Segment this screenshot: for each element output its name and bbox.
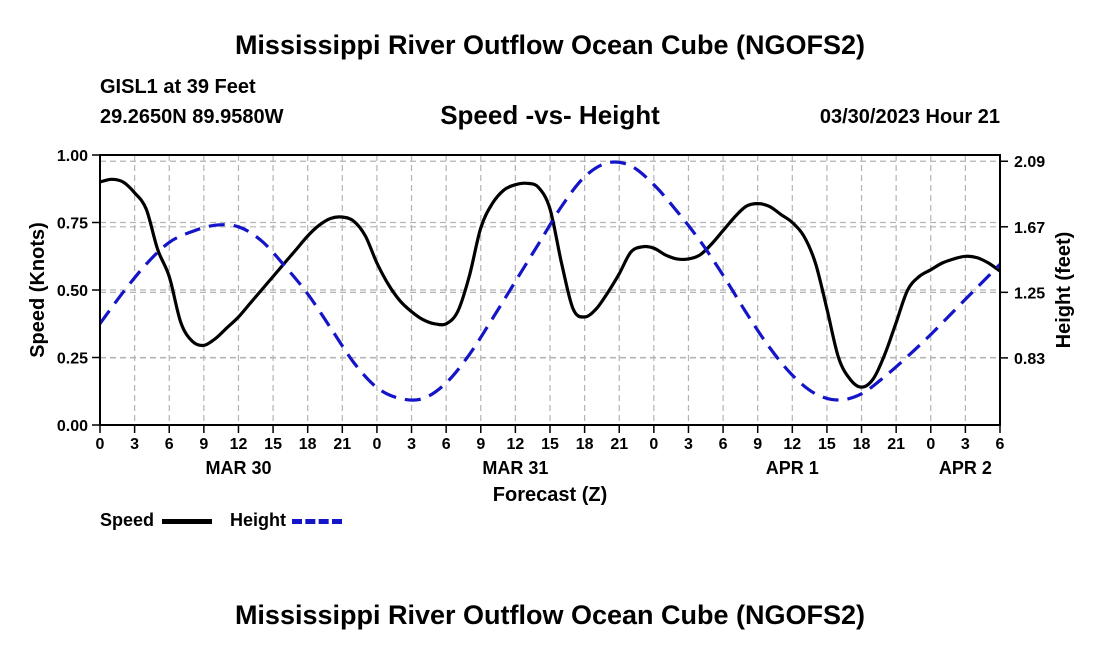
- footer-title: Mississippi River Outflow Ocean Cube (NG…: [234, 600, 866, 630]
- legend-speed-line: [162, 519, 212, 524]
- axis-layer: 0 3 6 9 12 15 18 21 0 3 6 9 12 15 18 21 0 3 6 9 12 15 18 21 0 3 6 0…: [27, 148, 1075, 506]
- x-tick-label: 18: [853, 436, 871, 453]
- x-tick-label: 6: [996, 436, 1005, 453]
- x-tick-label: 9: [199, 436, 208, 453]
- x-tick-label: 18: [299, 436, 317, 453]
- left-axis-title: Speed (Knots): [27, 222, 49, 358]
- speed-series-line: [99, 177, 1001, 389]
- forecast-timestamp: 03/30/2023 Hour 21: [819, 106, 1000, 128]
- station-label: GISL1 at 39 Feet: [100, 76, 256, 98]
- x-tick-label: 3: [130, 436, 139, 453]
- x-tick-label: 21: [887, 436, 905, 453]
- left-tick-label: 0.00: [57, 418, 88, 435]
- x-tick-label: 12: [230, 436, 248, 453]
- series-layer: [98, 160, 1002, 402]
- x-day-label: APR 2: [939, 458, 992, 478]
- x-day-label: APR 1: [766, 458, 819, 478]
- x-tick-label: 21: [610, 436, 628, 453]
- x-day-label: MAR 31: [482, 458, 548, 478]
- x-tick-label: 0: [372, 436, 381, 453]
- legend-speed-label: Speed: [100, 510, 155, 530]
- x-tick-label: 0: [96, 436, 105, 453]
- chart-title: Mississippi River Outflow Ocean Cube (NG…: [234, 30, 866, 60]
- x-tick-label: 6: [719, 436, 728, 453]
- grid-layer: [100, 154, 1000, 425]
- x-tick-label: 3: [684, 436, 693, 453]
- legend-height-line: [292, 519, 342, 524]
- right-tick-label: 2.09: [1014, 154, 1045, 171]
- x-axis-title: Forecast (Z): [493, 484, 607, 506]
- left-tick-label: 0.50: [57, 283, 88, 300]
- x-tick-label: 15: [818, 436, 836, 453]
- x-tick-label: 0: [926, 436, 935, 453]
- x-tick-label: 0: [649, 436, 658, 453]
- x-tick-label: 3: [407, 436, 416, 453]
- right-tick-label: 0.83: [1014, 351, 1045, 368]
- x-tick-label: 12: [783, 436, 801, 453]
- left-tick-label: 0.25: [57, 351, 88, 368]
- left-tick-label: 1.00: [57, 148, 88, 165]
- left-tick-label: 0.75: [57, 216, 88, 233]
- x-tick-label: 12: [506, 436, 524, 453]
- x-day-label: MAR 30: [205, 458, 271, 478]
- station-coordinates: 29.2650N 89.9580W: [100, 106, 284, 128]
- x-tick-label: 21: [333, 436, 351, 453]
- x-tick-label: 9: [476, 436, 485, 453]
- x-tick-label: 3: [961, 436, 970, 453]
- x-tick-label: 6: [442, 436, 451, 453]
- x-tick-label: 15: [541, 436, 559, 453]
- x-tick-label: 15: [264, 436, 282, 453]
- height-series-line: [98, 160, 1002, 402]
- x-tick-label: 6: [165, 436, 174, 453]
- x-tick-label: 9: [753, 436, 762, 453]
- chart-subtitle: Speed -vs- Height: [440, 100, 660, 130]
- right-tick-label: 1.67: [1014, 220, 1045, 237]
- right-axis-title: Height (feet): [1053, 232, 1075, 349]
- x-tick-label: 18: [576, 436, 594, 453]
- right-tick-label: 1.25: [1014, 285, 1045, 302]
- legend-height-label: Height: [230, 510, 286, 530]
